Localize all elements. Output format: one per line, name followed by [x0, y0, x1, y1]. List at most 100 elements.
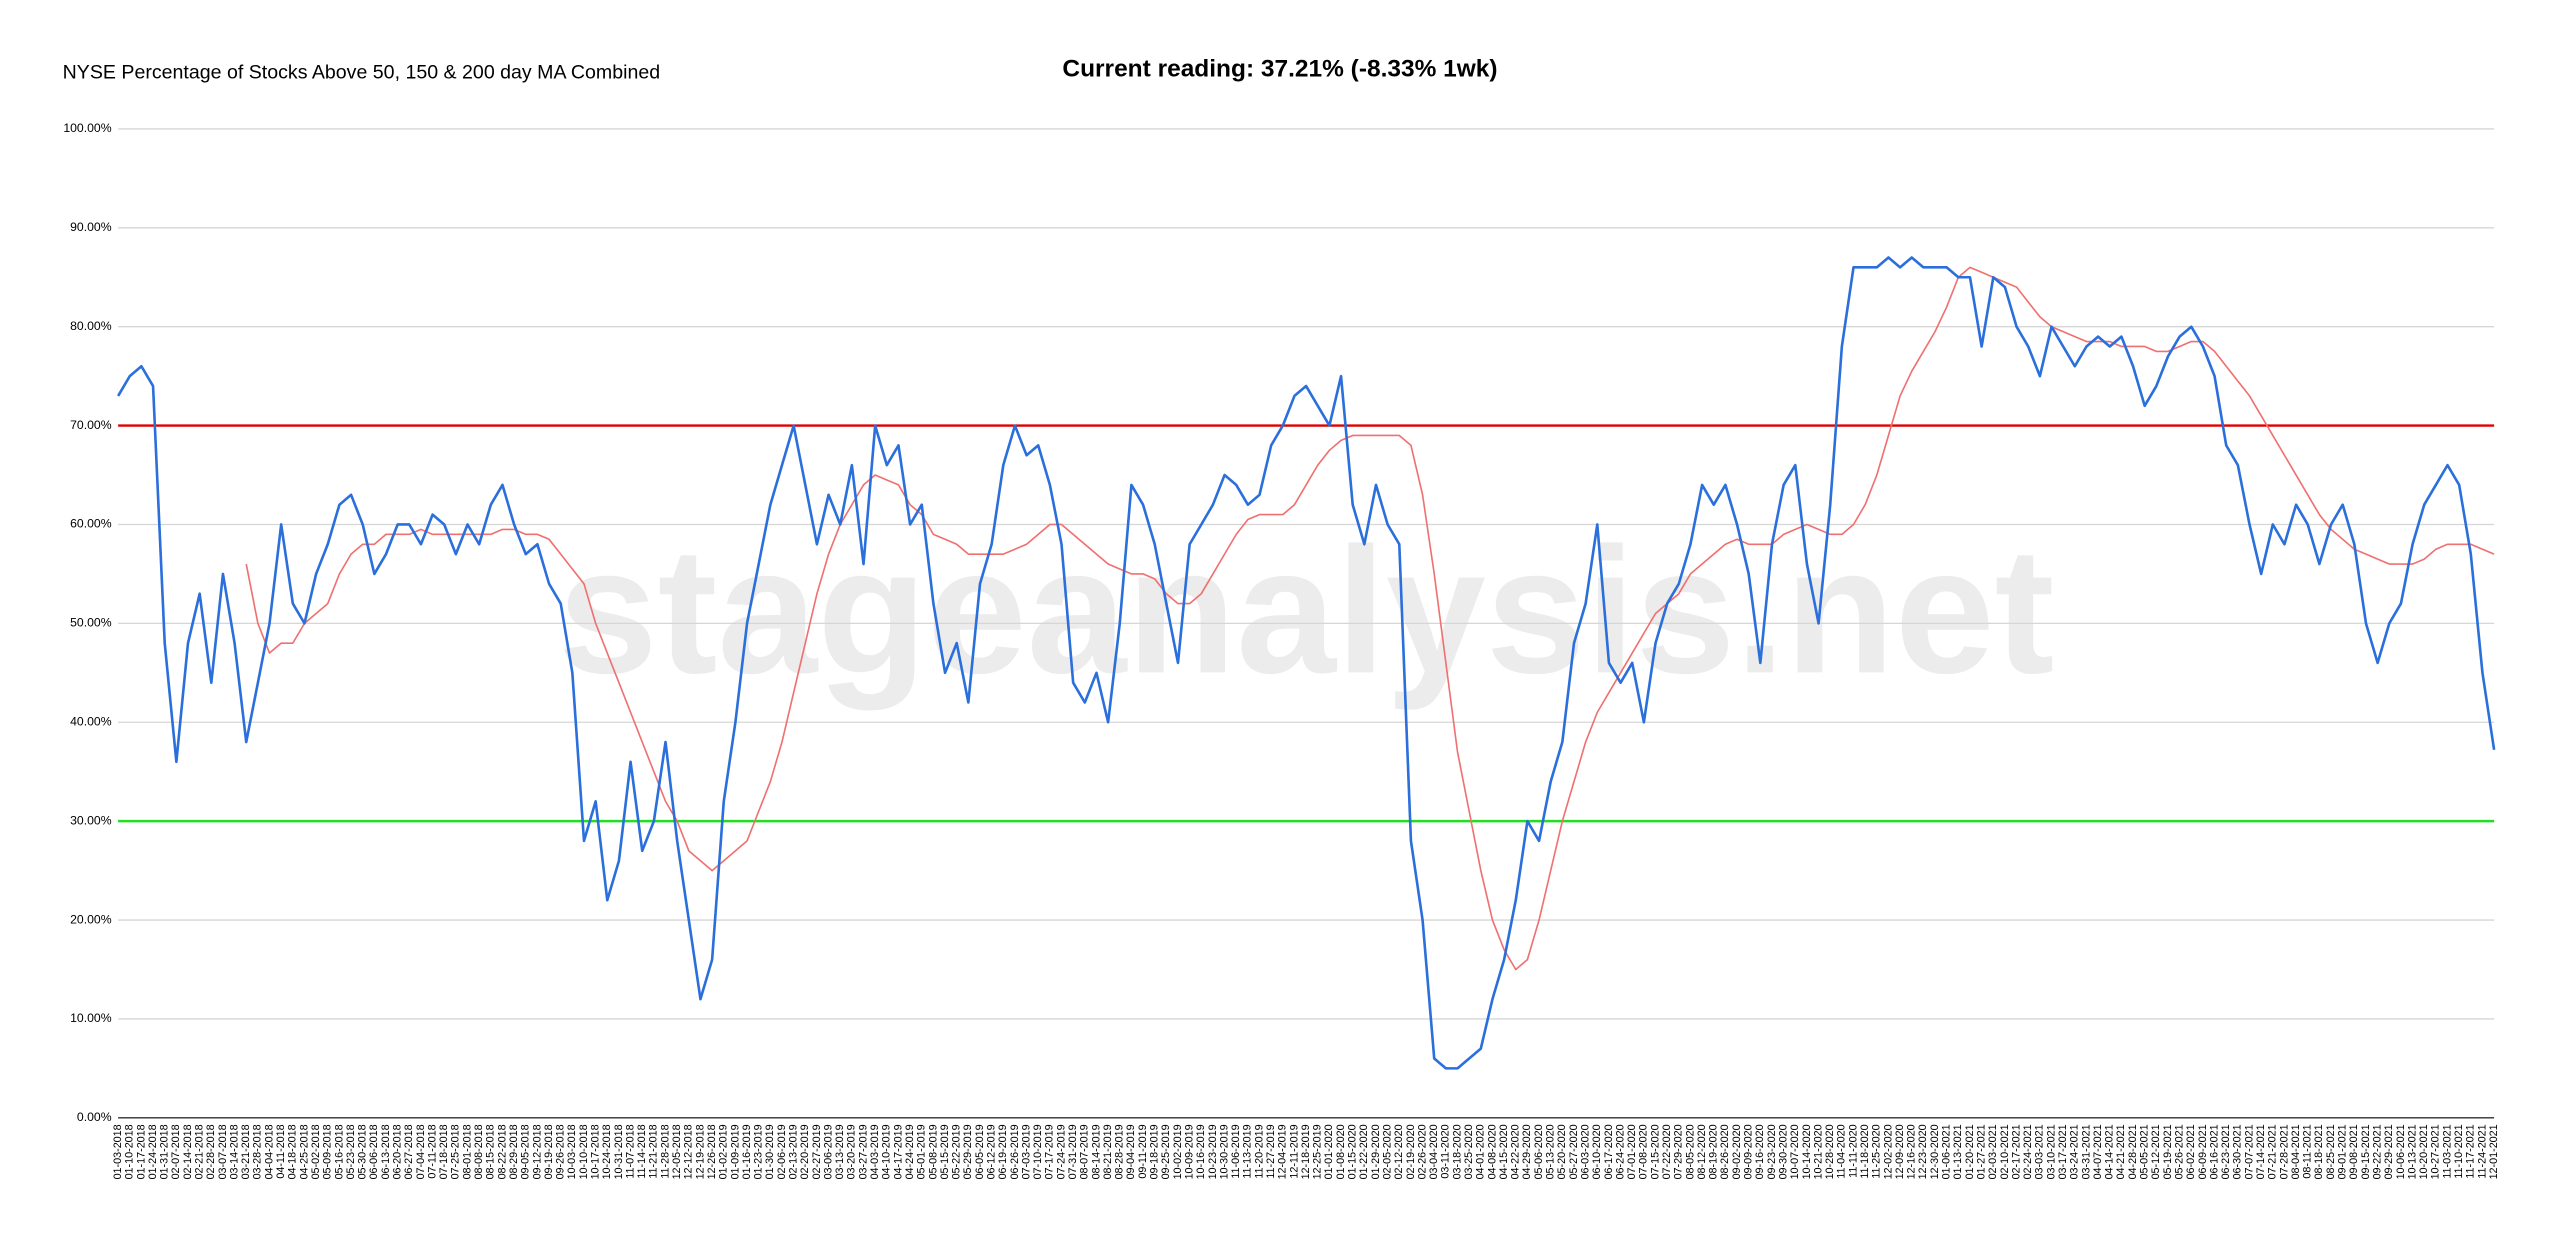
- x-tick-label: 11-20-2019: [1253, 1124, 1265, 1178]
- y-tick-label: 90.00%: [70, 220, 112, 234]
- x-tick-label: 12-11-2019: [1288, 1124, 1300, 1178]
- x-tick-label: 07-18-2018: [438, 1124, 450, 1179]
- x-tick-label: 01-09-2019: [729, 1124, 741, 1179]
- x-tick-label: 01-02-2019: [718, 1124, 730, 1179]
- x-tick-label: 04-01-2020: [1475, 1124, 1487, 1179]
- x-tick-label: 07-04-2018: [415, 1124, 427, 1179]
- y-tick-label: 80.00%: [70, 319, 112, 333]
- data-line: [245, 266, 2495, 971]
- chart-subtitle: Current reading: 37.21% (-8.33% 1wk): [1062, 56, 1497, 83]
- x-tick-label: 03-27-2019: [857, 1124, 869, 1179]
- x-tick-label: 05-08-2019: [927, 1124, 939, 1179]
- x-tick-label: 04-15-2020: [1498, 1124, 1510, 1179]
- x-tick-label: 03-31-2021: [2080, 1124, 2092, 1179]
- x-tick-label: 06-02-2021: [2185, 1124, 2197, 1179]
- x-tick-label: 02-10-2021: [1999, 1124, 2011, 1179]
- x-tick-label: 01-13-2021: [1952, 1124, 1964, 1179]
- x-tick-label: 12-16-2020: [1906, 1124, 1918, 1179]
- x-tick-label: 07-03-2019: [1020, 1124, 1032, 1179]
- x-tick-label: 04-29-2020: [1521, 1124, 1533, 1179]
- x-tick-label: 07-01-2020: [1626, 1124, 1638, 1179]
- x-tick-label: 01-29-2020: [1370, 1124, 1382, 1179]
- x-tick-label: 05-09-2018: [322, 1124, 334, 1179]
- x-tick-label: 11-17-2021: [2465, 1124, 2477, 1178]
- x-tick-label: 01-16-2019: [741, 1124, 753, 1179]
- x-tick-label: 02-05-2020: [1381, 1124, 1393, 1179]
- x-tick-label: 11-18-2020: [1859, 1124, 1871, 1178]
- x-tick-label: 11-11-2020: [1847, 1124, 1859, 1177]
- x-tick-label: 11-06-2019: [1230, 1124, 1242, 1178]
- x-tick-label: 11-13-2019: [1242, 1124, 1254, 1178]
- x-tick-label: 12-26-2018: [706, 1124, 718, 1179]
- watermark: stageanalysis.net: [558, 511, 2055, 711]
- x-tick-label: 10-14-2020: [1801, 1124, 1813, 1179]
- x-tick-label: 12-05-2018: [671, 1124, 683, 1179]
- x-tick-label: 05-02-2018: [310, 1124, 322, 1179]
- x-tick-label: 01-22-2020: [1358, 1124, 1370, 1179]
- x-tick-label: 09-19-2018: [543, 1124, 555, 1179]
- x-tick-label: 09-29-2021: [2383, 1124, 2395, 1179]
- x-tick-label: 10-03-2018: [566, 1124, 578, 1179]
- x-tick-label: 03-10-2021: [2045, 1124, 2057, 1179]
- x-tick-label: 09-01-2021: [2337, 1124, 2349, 1179]
- x-tick-label: 09-08-2021: [2348, 1124, 2360, 1179]
- x-tick-label: 04-28-2021: [2127, 1124, 2139, 1179]
- chart-title: NYSE Percentage of Stocks Above 50, 150 …: [63, 61, 661, 83]
- x-tick-label: 09-11-2019: [1137, 1124, 1149, 1178]
- x-tick-label: 12-01-2021: [2488, 1124, 2500, 1179]
- x-tick-label: 06-19-2019: [997, 1124, 1009, 1179]
- x-tick-label: 05-22-2019: [951, 1124, 963, 1179]
- y-tick-label: 50.00%: [70, 616, 112, 630]
- x-tick-label: 08-04-2021: [2290, 1124, 2302, 1179]
- x-tick-label: 04-24-2019: [904, 1124, 916, 1179]
- x-tick-label: 02-21-2018: [193, 1124, 205, 1179]
- x-tick-label: 02-27-2019: [811, 1124, 823, 1179]
- x-tick-label: 06-05-2019: [974, 1124, 986, 1179]
- x-tick-label: 12-23-2020: [1917, 1124, 1929, 1179]
- x-tick-label: 02-17-2021: [2010, 1124, 2022, 1179]
- x-tick-label: 07-11-2018: [426, 1124, 438, 1178]
- x-tick-label: 09-26-2018: [555, 1124, 567, 1179]
- x-tick-label: 01-01-2020: [1323, 1124, 1335, 1179]
- x-tick-label: 07-10-2019: [1032, 1124, 1044, 1179]
- x-tick-label: 02-14-2018: [182, 1124, 194, 1179]
- x-tick-label: 08-07-2019: [1079, 1124, 1091, 1179]
- x-tick-label: 05-26-2021: [2173, 1124, 2185, 1179]
- x-tick-label: 03-20-2019: [846, 1124, 858, 1179]
- x-tick-label: 09-15-2021: [2360, 1124, 2372, 1179]
- x-tick-label: 03-03-2021: [2034, 1124, 2046, 1179]
- x-tick-label: 11-03-2021: [2441, 1124, 2453, 1178]
- x-tick-label: 10-13-2021: [2406, 1124, 2418, 1179]
- x-tick-label: 04-18-2018: [287, 1124, 299, 1179]
- x-tick-label: 05-23-2018: [345, 1124, 357, 1179]
- x-tick-label: 07-25-2018: [450, 1124, 462, 1179]
- x-tick-label: 10-31-2018: [613, 1124, 625, 1179]
- x-tick-label: 03-24-2021: [2069, 1124, 2081, 1179]
- x-tick-label: 08-05-2020: [1684, 1124, 1696, 1179]
- x-tick-label: 01-30-2019: [764, 1124, 776, 1179]
- x-tick-label: 11-07-2018: [624, 1124, 636, 1178]
- x-tick-label: 04-10-2019: [881, 1124, 893, 1179]
- x-tick-label: 04-04-2018: [263, 1124, 275, 1179]
- x-tick-label: 07-15-2020: [1649, 1124, 1661, 1179]
- x-tick-label: 03-13-2019: [834, 1124, 846, 1179]
- x-tick-label: 07-21-2021: [2267, 1124, 2279, 1179]
- x-tick-label: 06-26-2019: [1009, 1124, 1021, 1179]
- x-tick-label: 10-10-2018: [578, 1124, 590, 1179]
- x-tick-label: 02-28-2018: [205, 1124, 217, 1179]
- x-tick-label: 03-28-2018: [252, 1124, 264, 1179]
- x-tick-label: 07-31-2019: [1067, 1124, 1079, 1179]
- x-tick-label: 03-06-2019: [822, 1124, 834, 1179]
- x-tick-label: 01-06-2021: [1941, 1124, 1953, 1179]
- x-tick-label: 11-24-2021: [2476, 1124, 2488, 1178]
- x-tick-label: 01-20-2021: [1964, 1124, 1976, 1179]
- x-tick-label: 10-27-2021: [2430, 1124, 2442, 1179]
- x-tick-label: 02-20-2019: [799, 1124, 811, 1179]
- x-tick-label: 04-08-2020: [1486, 1124, 1498, 1179]
- x-tick-label: 09-09-2020: [1743, 1124, 1755, 1179]
- x-tick-label: 10-09-2019: [1183, 1124, 1195, 1179]
- x-tick-label: 12-04-2019: [1277, 1124, 1289, 1179]
- x-tick-label: 01-10-2018: [124, 1124, 136, 1179]
- x-tick-label: 08-18-2021: [2313, 1124, 2325, 1179]
